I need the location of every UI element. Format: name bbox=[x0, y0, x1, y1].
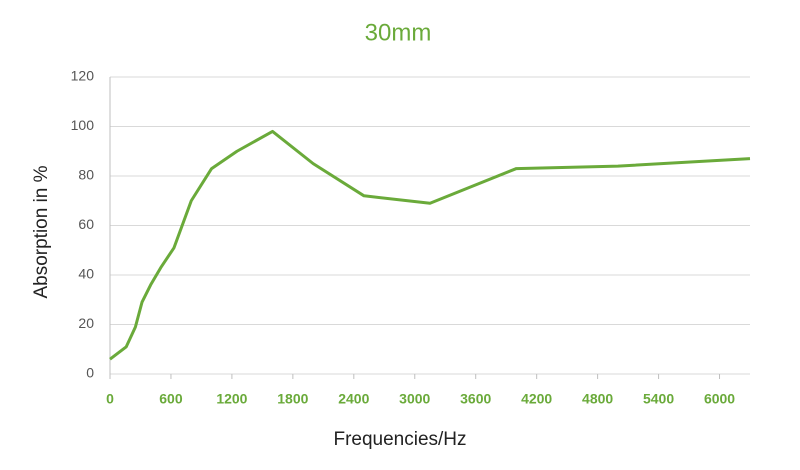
x-tick-label: 2400 bbox=[338, 391, 369, 407]
y-tick-label: 60 bbox=[78, 216, 94, 232]
x-tick-label: 0 bbox=[106, 391, 114, 407]
y-tick-label: 120 bbox=[71, 68, 95, 84]
x-tick-label: 600 bbox=[159, 391, 183, 407]
y-tick-label: 20 bbox=[78, 315, 94, 331]
data-line bbox=[109, 129, 751, 361]
x-tick-label: 1200 bbox=[216, 391, 247, 407]
y-tick-label: 80 bbox=[78, 167, 94, 183]
y-tick-label: 0 bbox=[86, 365, 94, 381]
x-tick-label: 6000 bbox=[704, 391, 735, 407]
x-axis-label: Frequencies/Hz bbox=[333, 429, 466, 450]
x-tick-label: 1800 bbox=[277, 391, 308, 407]
x-tick-label: 3000 bbox=[399, 391, 430, 407]
chart-title: 30mm bbox=[365, 19, 432, 46]
x-tick-label: 4800 bbox=[582, 391, 613, 407]
x-tick-label: 5400 bbox=[643, 391, 674, 407]
x-tick-label: 3600 bbox=[460, 391, 491, 407]
y-tick-label: 40 bbox=[78, 266, 94, 282]
y-axis-label: Absorption in % bbox=[31, 165, 52, 298]
x-tick-label: 4200 bbox=[521, 391, 552, 407]
y-tick-label: 100 bbox=[71, 117, 95, 133]
